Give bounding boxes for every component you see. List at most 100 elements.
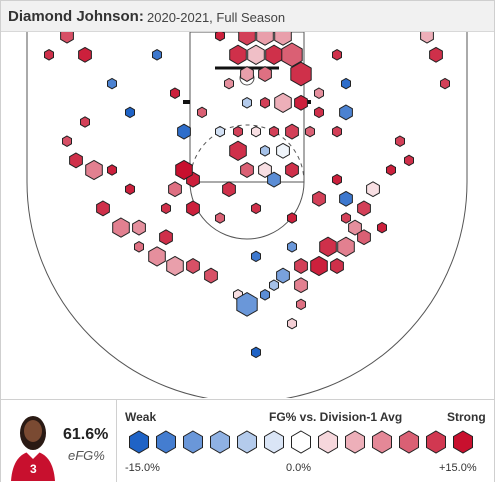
shot-hexagon bbox=[107, 77, 117, 90]
shot-hexagon bbox=[229, 140, 247, 161]
legend-hexagon bbox=[345, 430, 365, 454]
shot-hexagon bbox=[186, 258, 200, 274]
legend-hexagon bbox=[291, 430, 311, 454]
legend-hexagon bbox=[453, 430, 473, 454]
shot-hexagon bbox=[240, 66, 254, 82]
shot-hexagon bbox=[215, 32, 225, 42]
shot-hexagon bbox=[269, 125, 279, 138]
shot-hexagon bbox=[332, 125, 342, 138]
legend-hexagon bbox=[237, 430, 257, 454]
three-point-line bbox=[26, 32, 468, 398]
shot-hexagon bbox=[357, 229, 371, 246]
shot-hexagon bbox=[357, 200, 371, 217]
shot-hexagon bbox=[265, 44, 283, 65]
shot-hexagon bbox=[258, 66, 272, 82]
shot-hexagon bbox=[258, 162, 272, 178]
shot-hexagon bbox=[159, 229, 173, 246]
shot-hexagon bbox=[290, 61, 312, 87]
shot-hexagon bbox=[215, 212, 225, 224]
shot-hexagon bbox=[177, 123, 191, 140]
shot-hexagon bbox=[310, 255, 328, 277]
legend-scale bbox=[129, 430, 473, 454]
shot-hexagon bbox=[285, 123, 299, 140]
shot-hexagon bbox=[274, 32, 292, 46]
shot-hexagon bbox=[341, 77, 351, 90]
player-name: Diamond Johnson: bbox=[8, 8, 144, 25]
shot-hexagon bbox=[125, 183, 135, 195]
shot-hexagon bbox=[319, 236, 337, 257]
shot-chart-court bbox=[26, 32, 468, 398]
shot-hexagon bbox=[222, 181, 236, 198]
legend-hexagon bbox=[372, 430, 392, 454]
shot-hexagon bbox=[238, 32, 256, 46]
shot-hexagon bbox=[166, 255, 184, 277]
shot-hexagon bbox=[134, 241, 144, 253]
shot-hexagon bbox=[107, 164, 117, 176]
legend-max-label: +15.0% bbox=[439, 462, 477, 474]
shot-hexagons bbox=[44, 32, 450, 359]
legend-hexagon bbox=[264, 430, 284, 454]
shot-hexagon bbox=[161, 202, 171, 215]
shot-hexagon bbox=[224, 77, 234, 90]
shot-hexagon bbox=[62, 135, 72, 147]
shot-hexagon bbox=[294, 94, 308, 111]
shot-hexagon bbox=[112, 217, 130, 238]
shot-hexagon bbox=[312, 190, 326, 207]
legend-hexagon bbox=[156, 430, 176, 454]
legend-hexagon bbox=[210, 430, 230, 454]
free-throw-circle bbox=[189, 181, 305, 240]
shot-hexagon bbox=[404, 154, 414, 167]
shot-hexagon bbox=[339, 104, 353, 121]
shot-hexagon bbox=[276, 142, 290, 159]
shot-hexagon bbox=[267, 171, 281, 188]
shot-hexagon bbox=[168, 181, 182, 198]
shot-hexagon bbox=[366, 181, 380, 198]
shot-hexagon bbox=[170, 87, 180, 99]
shot-hexagon bbox=[337, 236, 355, 257]
shot-hexagon bbox=[332, 173, 342, 186]
shot-hexagon bbox=[251, 346, 261, 359]
shot-hexagon bbox=[242, 97, 252, 109]
legend-min-label: -15.0% bbox=[125, 462, 160, 474]
shot-hexagon bbox=[251, 202, 261, 215]
legend-mid-label: 0.0% bbox=[286, 462, 312, 474]
shot-hexagon bbox=[395, 135, 405, 147]
shot-hexagon bbox=[287, 317, 297, 330]
shot-hexagon bbox=[204, 267, 218, 284]
legend-weak-label: Weak bbox=[125, 410, 157, 424]
free-throw-circle-dashed bbox=[189, 124, 305, 183]
shot-hexagon bbox=[269, 279, 279, 291]
shot-hexagon bbox=[314, 106, 324, 119]
shot-hexagon bbox=[197, 106, 207, 119]
player-summary: 3 61.6% eFG% bbox=[1, 400, 117, 482]
shot-hexagon bbox=[260, 289, 270, 301]
chart-header: Diamond Johnson: 2020-2021, Full Season bbox=[1, 1, 494, 32]
court-lines bbox=[26, 32, 468, 398]
shot-hexagon bbox=[276, 267, 290, 284]
legend-strong-label: Strong bbox=[447, 410, 486, 424]
shot-hexagon bbox=[386, 164, 396, 176]
shot-hexagon bbox=[287, 212, 297, 224]
shot-hexagon bbox=[260, 145, 270, 157]
shot-hexagon bbox=[236, 292, 258, 317]
shot-hexagon bbox=[148, 246, 166, 267]
shot-hexagon bbox=[233, 125, 243, 138]
shot-hexagon bbox=[281, 42, 303, 68]
legend-hexagon bbox=[426, 430, 446, 454]
legend-hexagon bbox=[318, 430, 338, 454]
shot-hexagon bbox=[287, 241, 297, 253]
svg-text:3: 3 bbox=[30, 462, 37, 476]
legend-hexagon bbox=[129, 430, 149, 454]
shot-hexagon bbox=[215, 125, 225, 138]
shot-hexagon bbox=[429, 46, 443, 63]
shot-hexagon bbox=[341, 212, 351, 224]
shot-hexagon bbox=[330, 258, 344, 274]
shot-hexagon bbox=[44, 49, 54, 61]
shot-hexagon bbox=[247, 44, 265, 65]
shot-hexagon bbox=[152, 49, 162, 61]
shot-hexagon bbox=[80, 116, 90, 128]
shot-hexagon bbox=[314, 87, 324, 99]
shot-hexagon bbox=[251, 125, 261, 138]
shot-hexagon bbox=[348, 219, 362, 236]
